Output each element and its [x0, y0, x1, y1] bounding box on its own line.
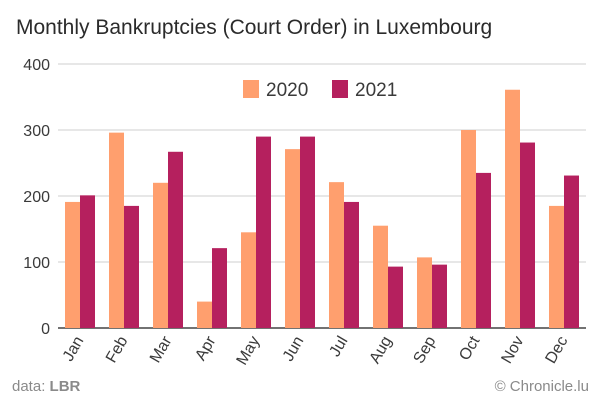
x-tick-label: Sep — [411, 333, 440, 366]
source-name: LBR — [49, 378, 81, 395]
legend: 2020 2021 — [243, 80, 397, 101]
bar-2020-sep — [417, 257, 432, 328]
bar-2021-jun — [300, 136, 315, 328]
x-tick-label: Jun — [280, 334, 308, 365]
legend-label: 2021 — [355, 80, 397, 101]
x-tick-label: Mar — [147, 333, 176, 366]
bar-2021-jul — [344, 201, 359, 328]
bar-2020-may — [241, 232, 256, 328]
bar-2020-jul — [329, 182, 344, 328]
bar-2021-apr — [212, 248, 227, 328]
x-tick-label: Dec — [543, 334, 572, 367]
x-tick-label: Feb — [103, 333, 132, 365]
bar-2020-aug — [373, 225, 388, 328]
bar-2020-mar — [153, 182, 168, 328]
bar-2020-dec — [549, 205, 564, 328]
credit-label[interactable]: © Chronicle.lu — [494, 378, 589, 395]
bar-2020-feb — [109, 132, 124, 328]
x-tick-label: Apr — [192, 333, 220, 364]
legend-label: 2020 — [266, 80, 308, 101]
y-axis-ticks: 0 100 200 300 400 — [23, 57, 50, 338]
bar-2021-feb — [124, 205, 139, 328]
bar-2020-apr — [197, 301, 212, 328]
gridlines — [58, 63, 586, 329]
x-tick-label: Jan — [60, 334, 88, 365]
bar-2020-oct — [461, 130, 476, 328]
bar-2021-nov — [520, 142, 535, 328]
y-tick-label: 0 — [41, 321, 50, 338]
legend-swatch-2021 — [332, 80, 348, 98]
x-tick-label: Oct — [456, 333, 483, 364]
chart-title: Monthly Bankruptcies (Court Order) in Lu… — [16, 16, 493, 39]
bar-2020-nov — [505, 89, 520, 329]
bar-2021-dec — [564, 175, 579, 328]
y-tick-label: 100 — [23, 255, 50, 272]
bars — [65, 89, 579, 329]
legend-swatch-2020 — [243, 80, 259, 98]
bar-2020-jun — [285, 149, 300, 328]
bar-2020-jan — [65, 201, 80, 328]
bar-2021-may — [256, 136, 271, 328]
y-tick-label: 300 — [23, 123, 50, 140]
y-tick-label: 400 — [23, 57, 50, 74]
x-tick-label: May — [234, 334, 264, 369]
y-tick-label: 200 — [23, 189, 50, 206]
source-label: data: LBR — [12, 378, 81, 395]
bar-2021-aug — [388, 266, 403, 328]
x-tick-label: Nov — [499, 334, 528, 367]
bar-2021-oct — [476, 172, 491, 328]
x-axis-ticks: Jan Feb Mar Apr May Jun Jul Aug Sep Oct Nov Dec — [60, 333, 572, 368]
bar-2021-jan — [80, 195, 95, 328]
bar-2021-sep — [432, 264, 447, 328]
x-tick-label: Aug — [367, 334, 396, 367]
x-tick-label: Jul — [327, 334, 352, 360]
bar-2021-mar — [168, 151, 183, 328]
